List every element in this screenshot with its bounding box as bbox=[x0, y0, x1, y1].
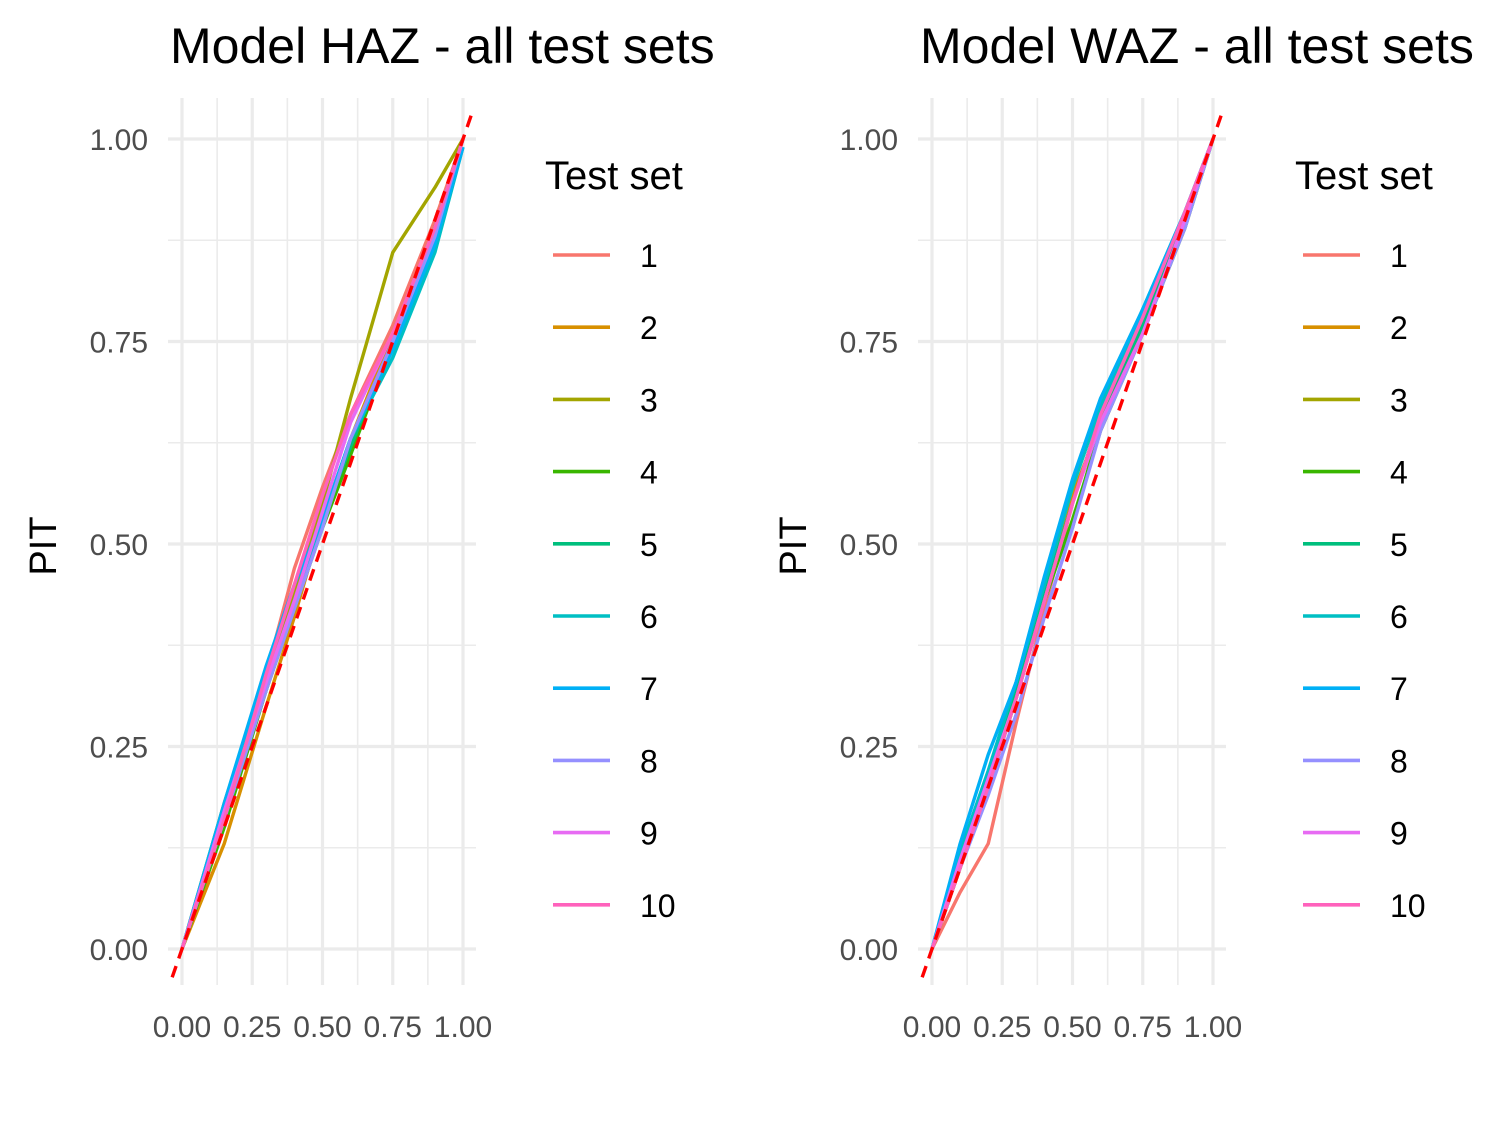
panel-haz-title: Model HAZ - all test sets bbox=[170, 18, 715, 74]
panel-waz-legend-label-8: 8 bbox=[1390, 743, 1408, 779]
panel-haz-series bbox=[180, 138, 465, 950]
panel-waz-x-ticks: 0.00 0.25 0.50 0.75 1.00 bbox=[903, 1011, 1242, 1044]
panel-waz-y-tick-label: 1.00 bbox=[840, 124, 898, 157]
panel-haz-legend-label-6: 6 bbox=[640, 599, 658, 635]
panel-haz-x-tick-label: 0.00 bbox=[153, 1011, 211, 1044]
panel-haz-legend-label-10: 10 bbox=[640, 888, 676, 924]
panel-waz-y-ticks: 0.00 0.25 0.50 0.75 1.00 bbox=[840, 124, 898, 967]
panel-haz-x-tick-label: 0.75 bbox=[364, 1011, 422, 1044]
panel-waz-legend-label-5: 5 bbox=[1390, 527, 1408, 563]
panel-haz-y-tick-label: 0.50 bbox=[90, 529, 148, 562]
panel-haz-x-ticks: 0.00 0.25 0.50 0.75 1.00 bbox=[153, 1011, 492, 1044]
panel-haz-legend-title: Test set bbox=[545, 154, 683, 198]
panel-waz-legend-title: Test set bbox=[1295, 154, 1433, 198]
panel-haz-y-tick-label: 1.00 bbox=[90, 124, 148, 157]
panel-haz-legend-label-5: 5 bbox=[640, 527, 658, 563]
panel-waz-legend-label-10: 10 bbox=[1390, 888, 1426, 924]
panel-haz: 0.00 0.25 0.50 0.75 1.00 0.00 0.25 0.50 0.75 1.0… bbox=[23, 18, 715, 1044]
panel-haz-series-7-line bbox=[180, 146, 465, 950]
panel-haz-x-tick-label: 1.00 bbox=[434, 1011, 492, 1044]
panel-haz-y-tick-label: 0.25 bbox=[90, 732, 148, 765]
panel-waz-x-tick-label: 0.00 bbox=[903, 1011, 961, 1044]
panel-waz-legend-label-3: 3 bbox=[1390, 382, 1408, 418]
panel-haz-reference bbox=[170, 110, 475, 978]
panel-waz-legend: Test set 1 2 3 4 5 6 7 8 9 10 bbox=[1295, 154, 1433, 924]
panel-haz-legend-label-9: 9 bbox=[640, 816, 658, 852]
panel-haz-x-tick-label: 0.25 bbox=[223, 1011, 281, 1044]
panel-waz-x-tick-label: 0.50 bbox=[1043, 1011, 1101, 1044]
panel-haz-legend: Test set 1 2 3 4 5 6 7 8 9 10 bbox=[545, 154, 683, 924]
panel-waz: 0.00 0.25 0.50 0.75 1.00 0.00 0.25 0.50 0.75 1.0… bbox=[773, 18, 1474, 1044]
panel-haz-legend-label-3: 3 bbox=[640, 382, 658, 418]
panel-waz-y-axis-label: PIT bbox=[773, 516, 815, 575]
panel-waz-series bbox=[930, 138, 1215, 950]
panel-haz-legend-label-4: 4 bbox=[640, 455, 658, 491]
panel-haz-y-tick-label: 0.75 bbox=[90, 327, 148, 360]
panel-haz-grid bbox=[168, 98, 476, 985]
panel-waz-legend-label-1: 1 bbox=[1390, 238, 1408, 274]
panel-waz-reference bbox=[920, 110, 1225, 978]
panel-haz-reference-line bbox=[170, 110, 475, 978]
panel-haz-series-10-line bbox=[180, 138, 465, 950]
panel-waz-legend-label-9: 9 bbox=[1390, 816, 1408, 852]
panel-waz-y-tick-label: 0.25 bbox=[840, 732, 898, 765]
panel-waz-y-tick-label: 0.50 bbox=[840, 529, 898, 562]
panel-waz-x-tick-label: 0.25 bbox=[973, 1011, 1031, 1044]
panel-haz-y-tick-label: 0.00 bbox=[90, 934, 148, 967]
panel-waz-x-tick-label: 1.00 bbox=[1184, 1011, 1242, 1044]
panel-haz-legend-label-1: 1 bbox=[640, 238, 658, 274]
panel-waz-legend-label-7: 7 bbox=[1390, 671, 1408, 707]
panel-waz-series-10-line bbox=[930, 138, 1215, 950]
panel-waz-x-tick-label: 0.75 bbox=[1114, 1011, 1172, 1044]
panel-haz-y-axis-label: PIT bbox=[23, 516, 65, 575]
panel-haz-legend-label-2: 2 bbox=[640, 310, 658, 346]
panel-haz-y-ticks: 0.00 0.25 0.50 0.75 1.00 bbox=[90, 124, 148, 967]
panel-waz-y-tick-label: 0.00 bbox=[840, 934, 898, 967]
panel-haz-legend-label-8: 8 bbox=[640, 743, 658, 779]
panel-haz-legend-label-7: 7 bbox=[640, 671, 658, 707]
panel-waz-legend-label-2: 2 bbox=[1390, 310, 1408, 346]
panel-waz-grid bbox=[918, 98, 1226, 985]
panel-waz-y-tick-label: 0.75 bbox=[840, 327, 898, 360]
panel-waz-legend-label-4: 4 bbox=[1390, 455, 1408, 491]
panel-waz-reference-line bbox=[920, 110, 1225, 978]
panel-haz-x-tick-label: 0.50 bbox=[293, 1011, 351, 1044]
panel-waz-legend-label-6: 6 bbox=[1390, 599, 1408, 635]
panel-waz-title: Model WAZ - all test sets bbox=[920, 18, 1474, 74]
